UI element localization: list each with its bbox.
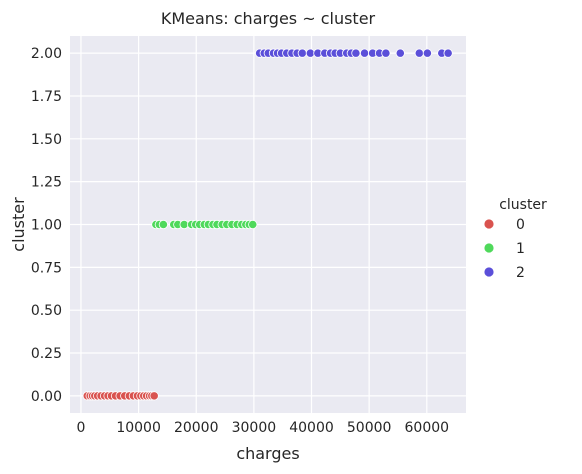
data-point-cluster-1 (248, 219, 258, 230)
data-point-cluster-2 (297, 48, 307, 58)
data-point-cluster-2 (443, 48, 453, 58)
x-tick-label: 60000 (405, 420, 450, 436)
data-point-cluster-2 (395, 48, 405, 58)
data-point-cluster-0 (149, 391, 159, 401)
y-tick-label: 0.00 (31, 389, 62, 405)
y-tick-label: 2.00 (31, 46, 62, 62)
data-point-cluster-1 (158, 219, 168, 230)
data-point-cluster-2 (351, 48, 361, 58)
y-tick-label: 0.50 (31, 303, 62, 319)
legend-label-cluster-0: 0 (516, 217, 525, 233)
y-tick-label: 1.75 (31, 89, 62, 105)
x-tick-label: 0 (76, 420, 85, 436)
data-points (82, 48, 453, 401)
y-tick-label: 1.50 (31, 132, 62, 148)
legend-marker-cluster-0 (483, 218, 495, 230)
legend-title: cluster (499, 197, 547, 213)
x-axis-title: charges (236, 444, 299, 463)
x-tick-label: 40000 (289, 420, 334, 436)
y-tick-label: 0.75 (31, 260, 62, 276)
y-tick-label: 0.25 (31, 346, 62, 362)
y-tick-labels: 0.00 0.25 0.50 0.75 1.00 1.25 1.50 1.75 2.00 (31, 46, 62, 405)
x-tick-labels: 0 10000 20000 30000 40000 50000 60000 (76, 420, 449, 436)
data-point-cluster-2 (414, 48, 424, 58)
x-tick-label: 30000 (232, 420, 277, 436)
legend-marker-cluster-1 (483, 242, 495, 254)
x-tick-label: 20000 (174, 420, 219, 436)
x-tick-label: 50000 (347, 420, 392, 436)
y-tick-label: 1.00 (31, 218, 62, 234)
x-tick-label: 10000 (116, 420, 161, 436)
legend-label-cluster-2: 2 (516, 265, 525, 281)
chart-title: KMeans: charges ~ cluster (161, 9, 376, 28)
legend-label-cluster-1: 1 (516, 241, 525, 257)
legend-marker-cluster-2 (483, 266, 495, 278)
y-axis-title: cluster (9, 197, 28, 252)
data-point-cluster-2 (359, 48, 370, 58)
y-tick-label: 1.25 (31, 175, 62, 191)
data-point-cluster-2 (422, 48, 432, 58)
data-point-cluster-2 (381, 48, 391, 58)
legend: cluster 0 1 2 (483, 197, 547, 281)
